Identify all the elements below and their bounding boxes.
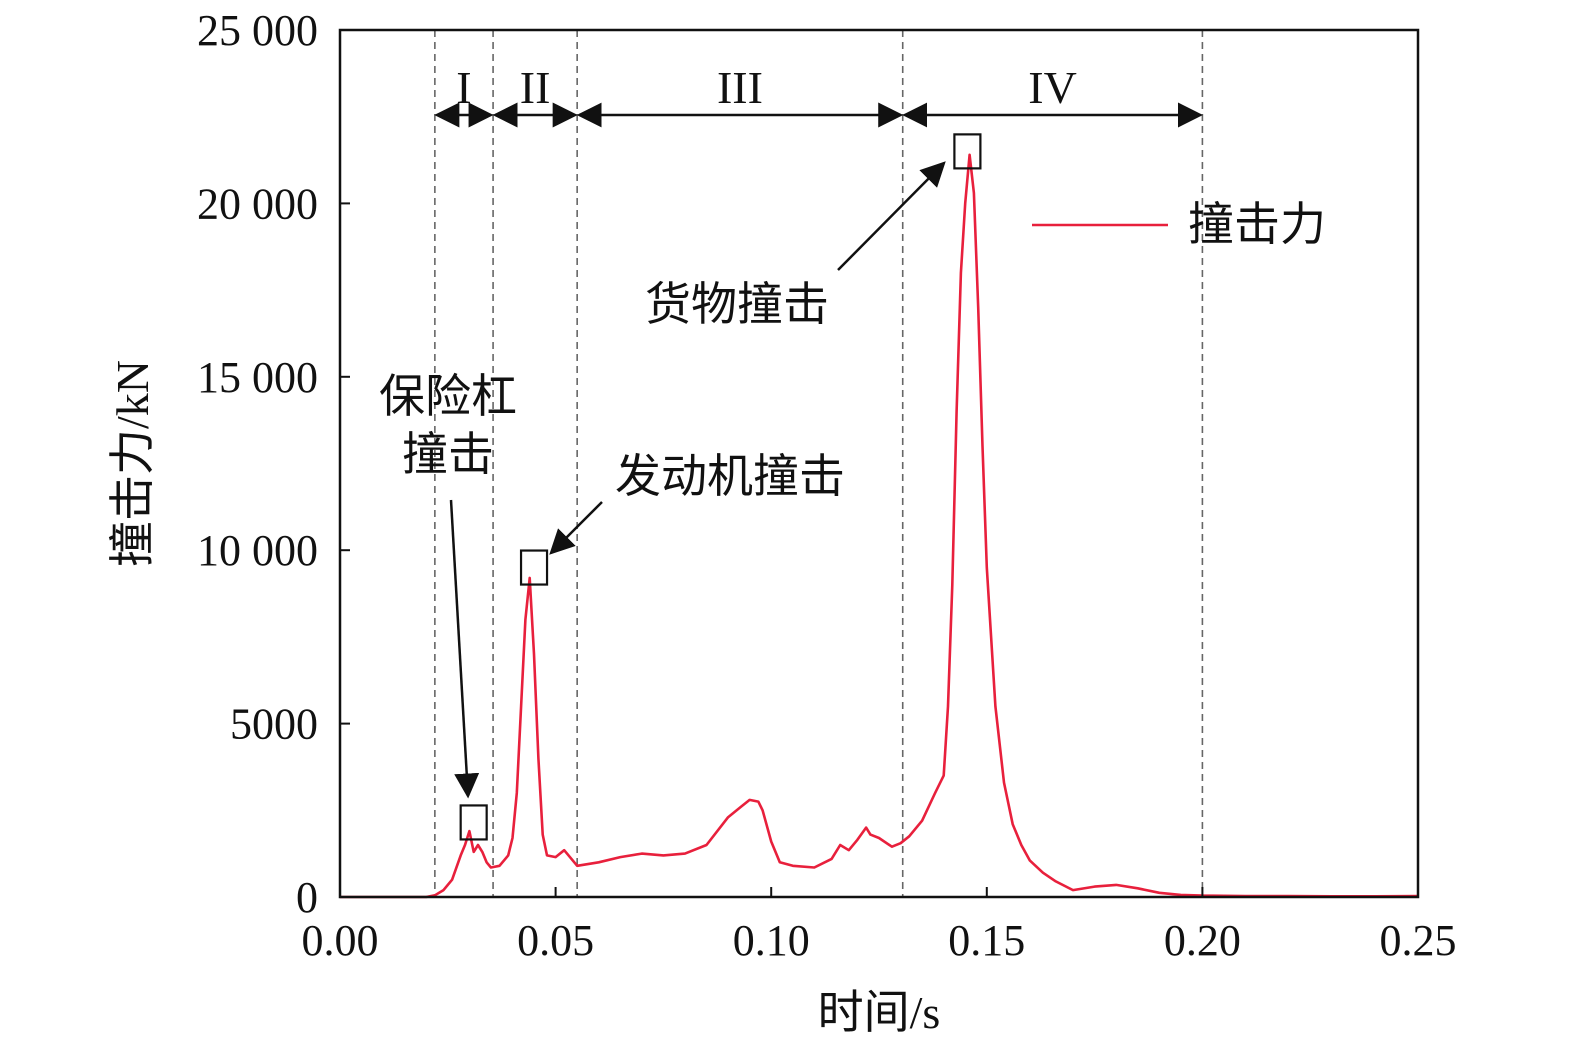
x-tick-label: 0.15 bbox=[948, 916, 1025, 965]
annotation-text: 撞击 bbox=[402, 429, 494, 480]
region-label: II bbox=[520, 62, 551, 113]
plot-frame bbox=[338, 28, 1420, 899]
legend: 撞击力 bbox=[1032, 199, 1326, 250]
peak-marker-box bbox=[459, 804, 488, 841]
annotation-text: 货物撞击 bbox=[645, 279, 829, 330]
annotation-arrow bbox=[449, 499, 480, 799]
annotation-arrow bbox=[837, 161, 946, 271]
x-tick-label: 0.20 bbox=[1164, 916, 1241, 965]
y-tick-label: 15 000 bbox=[197, 353, 318, 402]
peak-marker-box bbox=[953, 133, 982, 170]
y-tick-label: 10 000 bbox=[197, 526, 318, 575]
annotation-text: 发动机撞击 bbox=[615, 451, 845, 502]
x-tick-label: 0.05 bbox=[517, 916, 594, 965]
region-label: III bbox=[717, 62, 763, 113]
region-layer: I II III IV bbox=[434, 30, 1204, 897]
series-line-impact-force bbox=[340, 153, 1419, 899]
legend-label: 撞击力 bbox=[1188, 199, 1326, 250]
y-tick-label: 5000 bbox=[230, 700, 318, 749]
y-tick-label: 0 bbox=[296, 873, 318, 922]
axes-layer: 0.00 0.05 0.10 0.15 0.20 0.25 0 5000 10 000 15 00… bbox=[107, 6, 1457, 1038]
x-tick-label: 0.00 bbox=[302, 916, 379, 965]
series-layer bbox=[340, 153, 1419, 899]
y-tick-label: 25 000 bbox=[197, 6, 318, 55]
peak-marker-box bbox=[519, 549, 549, 586]
x-tick-label: 0.25 bbox=[1380, 916, 1457, 965]
region-label: IV bbox=[1028, 62, 1077, 113]
x-tick-label: 0.10 bbox=[733, 916, 810, 965]
annotation-text: 保险杠 bbox=[379, 371, 517, 422]
y-tick-label: 20 000 bbox=[197, 179, 318, 228]
region-label: I bbox=[456, 62, 471, 113]
x-axis-title: 时间/s bbox=[818, 987, 941, 1038]
annotation-arrow bbox=[549, 501, 603, 555]
y-axis-title: 撞击力/kN bbox=[107, 360, 158, 567]
